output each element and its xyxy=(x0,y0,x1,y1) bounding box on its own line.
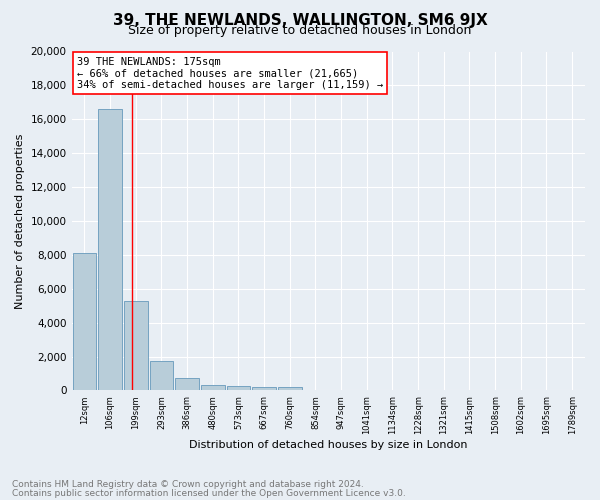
Y-axis label: Number of detached properties: Number of detached properties xyxy=(15,134,25,308)
Bar xyxy=(252,387,276,390)
Bar xyxy=(98,109,122,390)
Text: 39, THE NEWLANDS, WALLINGTON, SM6 9JX: 39, THE NEWLANDS, WALLINGTON, SM6 9JX xyxy=(113,12,487,28)
Bar xyxy=(201,384,224,390)
Text: Contains public sector information licensed under the Open Government Licence v3: Contains public sector information licen… xyxy=(12,488,406,498)
X-axis label: Distribution of detached houses by size in London: Distribution of detached houses by size … xyxy=(189,440,467,450)
Text: Size of property relative to detached houses in London: Size of property relative to detached ho… xyxy=(128,24,472,37)
Bar xyxy=(149,361,173,390)
Text: Contains HM Land Registry data © Crown copyright and database right 2024.: Contains HM Land Registry data © Crown c… xyxy=(12,480,364,489)
Bar xyxy=(227,386,250,390)
Bar xyxy=(278,387,302,390)
Text: 39 THE NEWLANDS: 175sqm
← 66% of detached houses are smaller (21,665)
34% of sem: 39 THE NEWLANDS: 175sqm ← 66% of detache… xyxy=(77,56,383,90)
Bar xyxy=(124,300,148,390)
Bar xyxy=(73,253,96,390)
Bar xyxy=(175,378,199,390)
